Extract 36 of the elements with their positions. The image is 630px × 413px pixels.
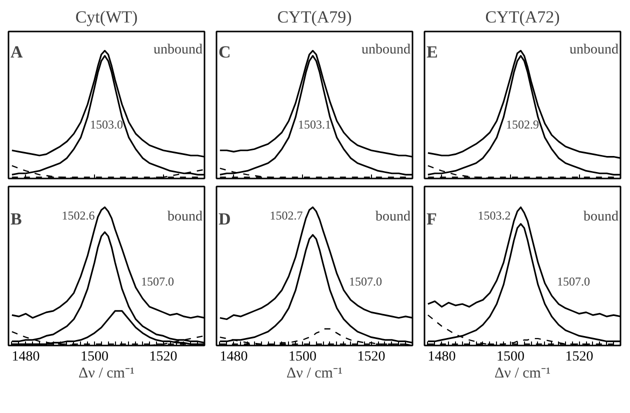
annotation: F	[426, 210, 437, 228]
annotation: C	[218, 42, 231, 62]
annotation: 1507.0	[556, 274, 590, 288]
x-axis-title: Δν / cm⁻¹	[286, 366, 342, 382]
x-tick-label: 1520	[565, 350, 594, 364]
chart-title: CYT(A72)	[485, 8, 560, 26]
annotation: 1502.9	[506, 118, 539, 132]
annotation: unbound	[362, 42, 411, 58]
annotation: 1507.0	[140, 274, 174, 288]
annotation: bound	[584, 210, 619, 224]
x-tick-label: 1520	[149, 350, 178, 364]
annotation: 1503.1	[298, 118, 331, 132]
annotation: B	[10, 210, 22, 228]
chart-title: Cyt(WT)	[75, 8, 138, 26]
x-tick-label: 1500	[496, 350, 524, 364]
x-tick-label: 1500	[288, 350, 316, 364]
annotation: unbound	[570, 42, 619, 58]
annotation: 1502.6	[62, 208, 95, 222]
annotation: D	[218, 210, 231, 228]
annotation: 1503.0	[90, 118, 123, 132]
x-tick-label: 1480	[428, 350, 456, 364]
annotation: bound	[168, 210, 203, 224]
annotation: unbound	[154, 42, 203, 58]
x-tick-label: 1480	[12, 350, 40, 364]
x-tick-label: 1500	[80, 350, 108, 364]
x-tick-label: 1520	[357, 350, 386, 364]
annotation: A	[10, 42, 24, 62]
annotation: bound	[376, 210, 411, 224]
chart-title: CYT(A79)	[277, 8, 352, 26]
annotation: 1502.7	[270, 208, 303, 222]
x-axis-title: Δν / cm⁻¹	[78, 366, 134, 382]
annotation: 1507.0	[348, 274, 382, 288]
x-tick-label: 1480	[220, 350, 248, 364]
annotation: 1503.2	[478, 208, 511, 222]
annotation: E	[426, 42, 438, 62]
x-axis-title: Δν / cm⁻¹	[494, 366, 550, 382]
